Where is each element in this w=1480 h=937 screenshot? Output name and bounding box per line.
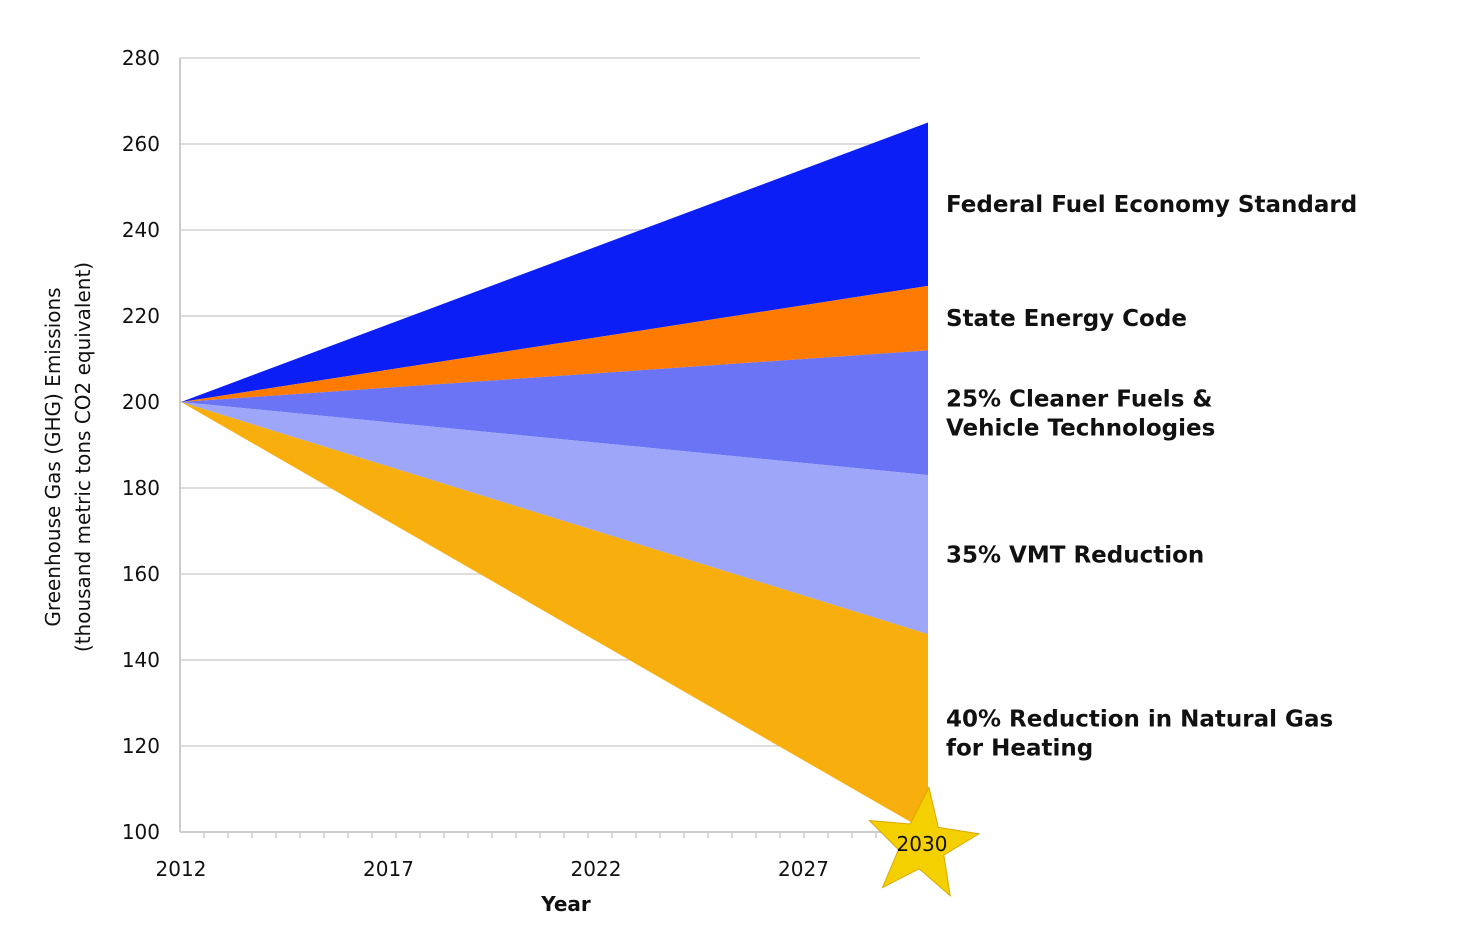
- wedge-area: [181, 402, 928, 635]
- x-tick-label: 2017: [363, 857, 414, 881]
- series-labels: Federal Fuel Economy Standard State Energ…: [946, 192, 1357, 761]
- y-tick-label: 200: [122, 390, 160, 414]
- y-tick-label: 140: [122, 648, 160, 672]
- series-label: 40% Reduction in Natural Gas: [946, 707, 1333, 733]
- x-tick-labels: 2012 2017 2022 2027: [156, 857, 829, 881]
- y-tick-label: 100: [122, 820, 160, 844]
- y-tick-labels: 100 120 140 160 180 200 220 240 260 280: [122, 46, 160, 844]
- x-axis-title: Year: [540, 892, 591, 916]
- wedge-area: [181, 402, 928, 832]
- x-tick-label: 2012: [156, 857, 207, 881]
- series-label: Federal Fuel Economy Standard: [946, 192, 1357, 218]
- y-axis-title-line1: Greenhouse Gas (GHG) Emissions: [41, 287, 65, 626]
- y-tick-label: 280: [122, 46, 160, 70]
- y-tick-label: 120: [122, 734, 160, 758]
- star-icon: [868, 785, 981, 897]
- y-tick-label: 160: [122, 562, 160, 586]
- y-tick-label: 180: [122, 476, 160, 500]
- wedge-area: [181, 350, 928, 476]
- y-axis-title: Greenhouse Gas (GHG) Emissions (thousand…: [41, 262, 95, 652]
- y-tick-label: 220: [122, 304, 160, 328]
- y-tick-label: 240: [122, 218, 160, 242]
- series-label: State Energy Code: [946, 306, 1187, 332]
- series-label: 35% VMT Reduction: [946, 543, 1204, 569]
- wedge-area: [181, 285, 928, 402]
- end-year-label: 2030: [897, 832, 948, 856]
- series-label: for Heating: [946, 736, 1093, 762]
- series-label: Vehicle Technologies: [946, 415, 1215, 441]
- star-marker: 2030: [868, 785, 981, 897]
- y-tick-label: 260: [122, 132, 160, 156]
- x-tick-label: 2027: [778, 857, 829, 881]
- wedge-area: [181, 122, 928, 402]
- x-tick-label: 2022: [571, 857, 622, 881]
- wedges: [181, 122, 928, 832]
- series-label: 25% Cleaner Fuels &: [946, 386, 1212, 412]
- y-axis-title-line2: (thousand metric tons CO2 equivalent): [71, 262, 95, 652]
